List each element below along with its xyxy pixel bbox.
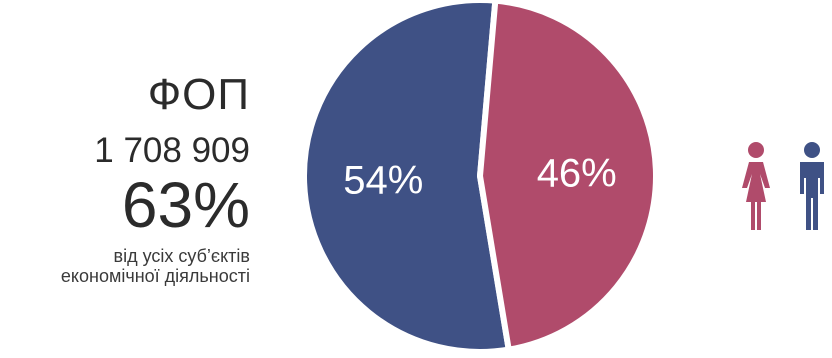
entity-type-title: ФОП — [147, 70, 250, 119]
pie-label-men: 54% — [343, 159, 423, 203]
gender-pie-chart: 54% 46% — [301, 0, 659, 355]
pie-slice-women — [477, 0, 659, 353]
description-line-1: від усіх суб’єктів — [113, 246, 250, 266]
summary-stats: ФОП 1 708 909 63% від усіх суб’єктів еко… — [0, 70, 250, 286]
gender-legend — [742, 142, 824, 230]
male-figure-icon — [800, 142, 824, 230]
description-line-2: економічної діяльності — [60, 266, 250, 286]
entity-share-description: від усіх суб’єктів економічної діяльност… — [0, 246, 250, 286]
entity-share-percent: 63% — [121, 169, 250, 241]
female-figure-icon — [742, 142, 770, 230]
pie-labels: 54% 46% — [343, 151, 617, 202]
pie-slice-men — [301, 0, 512, 355]
pie-slices — [301, 0, 659, 355]
pie-label-women: 46% — [537, 151, 617, 195]
entity-count: 1 708 909 — [94, 131, 250, 170]
